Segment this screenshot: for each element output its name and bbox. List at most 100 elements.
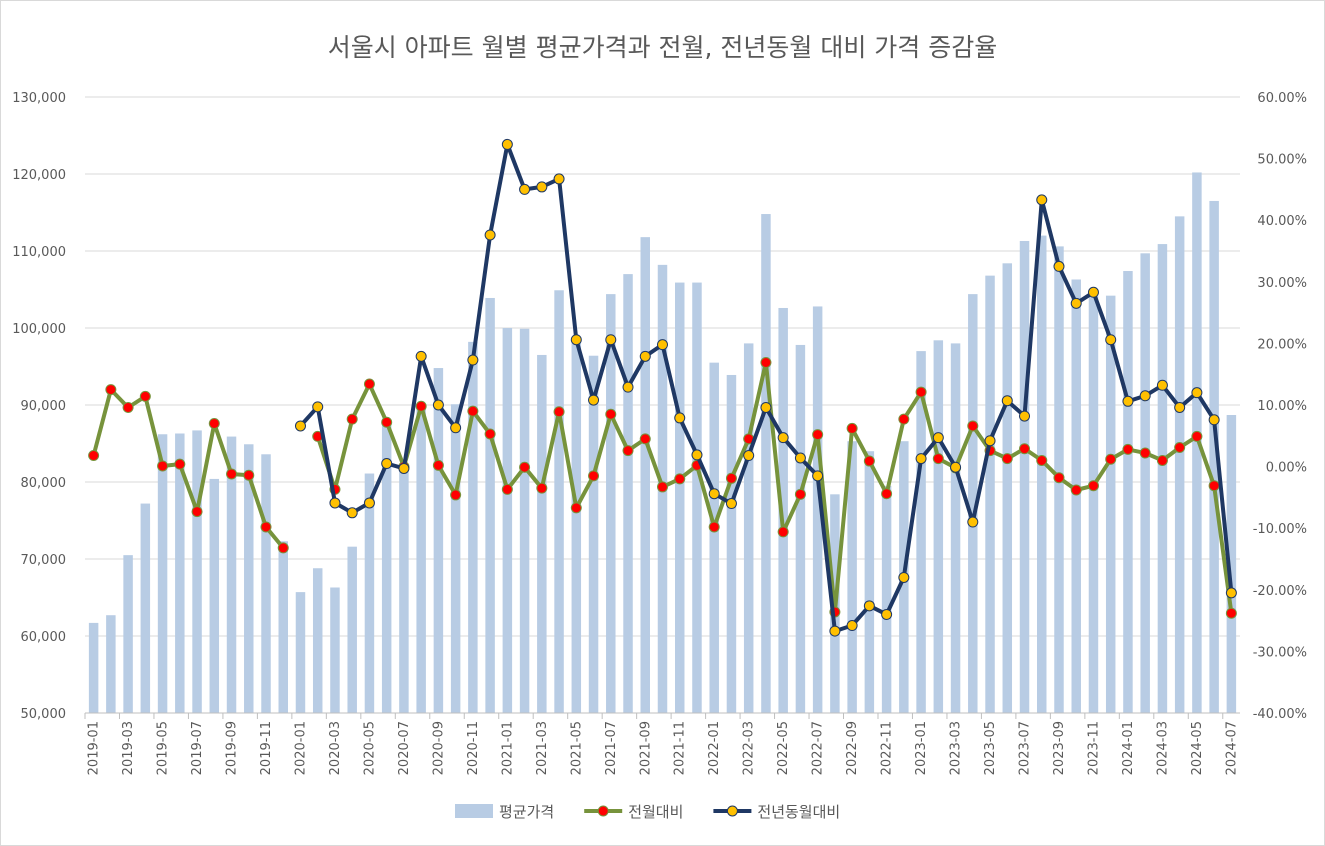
data-point	[381, 416, 393, 428]
bar	[1123, 271, 1133, 713]
data-point	[1053, 472, 1065, 484]
y-right-tick-label: 60.00%	[1257, 91, 1307, 106]
x-tick-label: 2021-03	[535, 721, 550, 775]
bar	[968, 294, 978, 713]
y-right-tick-label: 50.00%	[1257, 153, 1307, 168]
data-point	[1174, 401, 1186, 413]
bar	[1088, 294, 1099, 713]
data-point	[950, 461, 962, 473]
data-point	[432, 459, 444, 471]
data-point	[1001, 453, 1013, 465]
y-left-tick-label: 80,000	[21, 476, 67, 491]
bar	[674, 282, 685, 713]
legend-marker	[726, 805, 738, 817]
data-point	[1208, 480, 1220, 492]
x-tick-label: 2022-07	[811, 721, 826, 775]
data-point	[1225, 587, 1237, 599]
legend-label: 평균가격	[499, 803, 554, 821]
bar	[140, 503, 151, 713]
x-tick-label: 2019-07	[190, 721, 205, 775]
y-left-tick-label: 110,000	[12, 245, 66, 260]
y-left-tick-label: 50,000	[21, 707, 67, 722]
bar	[106, 615, 116, 713]
data-point	[760, 356, 772, 368]
data-point	[1036, 194, 1048, 206]
data-point	[519, 183, 531, 195]
data-point	[1208, 414, 1220, 426]
bar	[571, 340, 582, 713]
data-point	[674, 473, 686, 485]
bar	[278, 541, 288, 713]
x-tick-label: 2024-01	[1121, 721, 1136, 775]
data-point	[243, 469, 255, 481]
data-point	[743, 450, 755, 462]
y-right-tick-label: -10.00%	[1253, 522, 1307, 537]
data-point	[932, 432, 944, 444]
legend-marker	[597, 805, 609, 817]
bar	[726, 374, 737, 713]
bar	[519, 328, 530, 713]
data-point	[829, 625, 841, 637]
bar	[640, 237, 651, 713]
x-tick-label: 2019-01	[87, 721, 102, 775]
data-point	[674, 412, 686, 424]
x-tick-label: 2021-09	[638, 721, 653, 775]
data-point	[346, 413, 358, 425]
data-point	[967, 516, 979, 528]
data-point	[570, 502, 582, 514]
data-point	[1087, 286, 1099, 298]
data-point	[329, 497, 341, 509]
data-point	[1053, 260, 1065, 272]
chart-title: 서울시 아파트 월별 평균가격과 전월, 전년동월 대비 가격 증감율	[327, 33, 998, 62]
legend-label: 전월대비	[628, 803, 683, 821]
data-point	[122, 401, 134, 413]
data-point	[88, 450, 100, 462]
data-point	[484, 428, 496, 440]
data-point	[1122, 395, 1134, 407]
data-point	[915, 386, 927, 398]
data-point	[260, 521, 272, 533]
x-tick-label: 2019-09	[225, 721, 240, 775]
y-left-tick-label: 100,000	[12, 322, 66, 337]
data-point	[915, 453, 927, 465]
data-point	[346, 507, 358, 519]
data-point	[1156, 454, 1168, 466]
bar	[381, 424, 392, 713]
bar	[502, 328, 513, 713]
data-point	[1036, 454, 1048, 466]
x-tick-label: 2023-07	[1018, 721, 1033, 775]
bar	[588, 355, 599, 713]
bar	[295, 592, 306, 713]
data-point	[1019, 410, 1031, 422]
bar	[743, 343, 754, 713]
data-point	[984, 435, 996, 447]
bar	[1002, 263, 1013, 713]
data-point	[570, 334, 582, 346]
bar	[606, 294, 616, 713]
bar	[985, 275, 995, 713]
data-point	[898, 571, 910, 583]
bar	[244, 444, 254, 713]
data-point	[1087, 480, 1099, 492]
y-right-tick-label: -20.00%	[1253, 584, 1307, 599]
data-point	[760, 401, 772, 413]
data-point	[1139, 447, 1151, 459]
bar	[1037, 235, 1047, 713]
x-tick-label: 2020-03	[328, 721, 343, 775]
x-tick-label: 2022-09	[845, 721, 860, 775]
y-left-tick-label: 60,000	[21, 630, 67, 645]
x-tick-label: 2022-01	[707, 721, 722, 775]
y-right-tick-label: -30.00%	[1253, 645, 1307, 660]
x-tick-label: 2022-05	[776, 721, 791, 775]
bar	[1192, 172, 1202, 713]
bar	[261, 454, 271, 713]
data-point	[536, 482, 548, 494]
data-point	[1070, 297, 1082, 309]
bar	[881, 485, 892, 713]
data-point	[1139, 390, 1151, 402]
bar	[192, 430, 202, 713]
bar	[1174, 216, 1185, 713]
data-point	[1019, 443, 1031, 455]
bar	[330, 587, 340, 713]
data-point	[622, 445, 634, 457]
